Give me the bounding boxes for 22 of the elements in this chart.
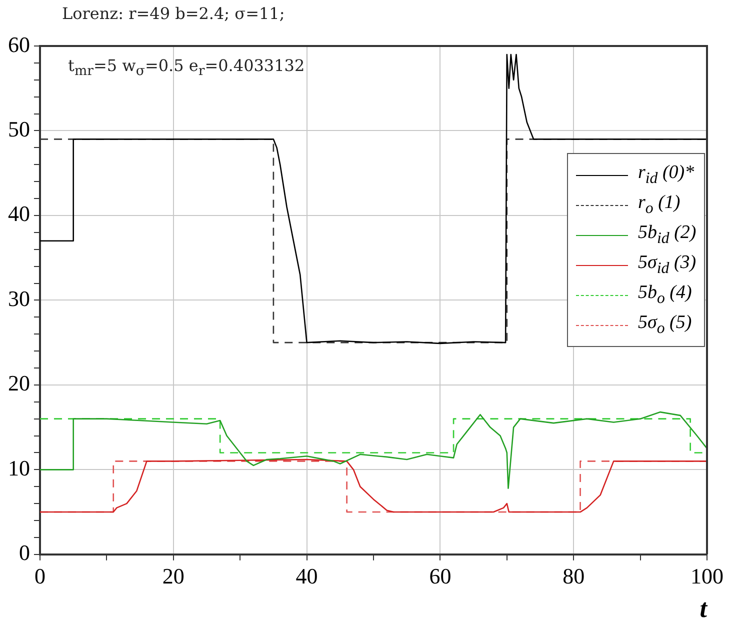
y-tick-label: 50 bbox=[8, 116, 30, 142]
y-tick-label: 10 bbox=[8, 455, 30, 480]
legend-label: r$_{id}$ (0)* bbox=[638, 162, 694, 188]
chart-title: Lorenz: r=49 b=2.4; σ=11; bbox=[62, 4, 285, 23]
y-tick-label: 60 bbox=[8, 32, 30, 57]
y-tick-label: 0 bbox=[19, 540, 30, 566]
legend-label: r$_{o}$ (1) bbox=[638, 192, 680, 218]
x-tick-label: 20 bbox=[162, 563, 184, 588]
x-tick-label: 100 bbox=[690, 563, 724, 588]
y-tick-label: 20 bbox=[8, 370, 30, 396]
legend-label: 5σ$_{id}$ (3) bbox=[638, 252, 696, 278]
x-axis-title: t bbox=[700, 594, 708, 624]
legend-label: 5b$_{id}$ (2) bbox=[638, 222, 696, 248]
annotation: t$_{mr}$=5 w$_{σ}$=0.5 e$_{r}$=0.4033132 bbox=[68, 56, 305, 80]
x-tick-label: 40 bbox=[296, 563, 318, 588]
y-tick-label: 40 bbox=[8, 201, 30, 226]
x-tick-label: 80 bbox=[562, 563, 585, 588]
y-tick-label: 30 bbox=[8, 286, 30, 311]
legend-label: 5b$_{o}$ (4) bbox=[638, 282, 692, 308]
x-tick-label: 60 bbox=[429, 563, 452, 588]
x-tick-label: 0 bbox=[34, 563, 46, 588]
legend-label: 5σ$_{o}$ (5) bbox=[638, 312, 692, 338]
